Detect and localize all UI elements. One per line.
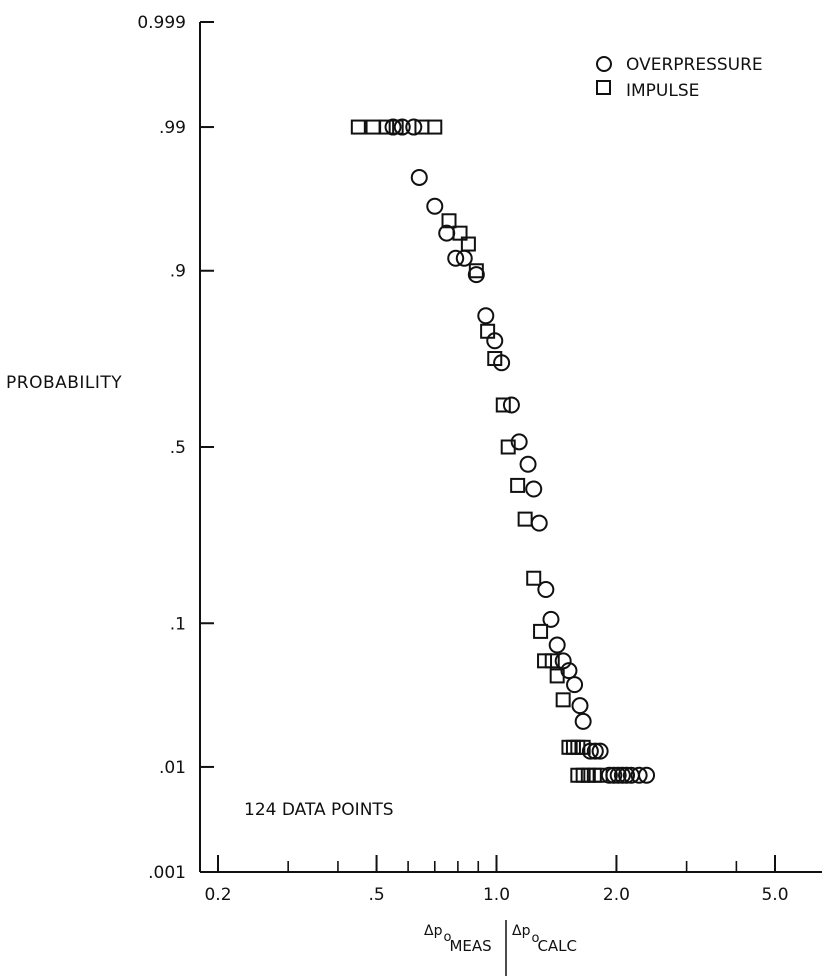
overpressure-point — [525, 480, 543, 498]
y-tick-label: .01 — [159, 758, 186, 778]
overpressure-point — [571, 697, 589, 715]
overpressure-point — [574, 712, 592, 730]
x-tick-label: 1.0 — [483, 885, 510, 905]
impulse-point — [441, 213, 457, 229]
x-label-numerator: ΔpoMEAS — [424, 923, 492, 955]
impulse-point — [510, 477, 526, 493]
series-impulse — [350, 119, 608, 783]
overpressure-point — [502, 396, 520, 414]
overpressure-point — [530, 514, 548, 532]
legend: OVERPRESSURE IMPULSE — [596, 55, 763, 101]
overpressure-point — [542, 610, 560, 628]
impulse-point — [480, 323, 496, 339]
x-label-denominator-subsub: CALC — [537, 937, 577, 955]
y-tick-label: .1 — [170, 614, 186, 634]
impulse-point — [517, 511, 533, 527]
x-tick-label: 2.0 — [603, 885, 630, 905]
impulse-point — [495, 397, 511, 413]
impulse-point — [379, 119, 395, 135]
x-label-numerator-sub: o — [443, 930, 451, 945]
overpressure-point — [519, 455, 537, 473]
y-tick-label: .9 — [170, 262, 186, 282]
impulse-point — [365, 119, 381, 135]
y-tick-label: .001 — [148, 863, 186, 883]
overpressure-point — [426, 197, 444, 215]
x-label-denominator-sub: o — [531, 931, 539, 946]
impulse-point — [468, 263, 484, 279]
x-label-numerator-prefix: Δp — [424, 923, 443, 939]
axes — [199, 22, 822, 873]
y-tick-label: .99 — [159, 118, 186, 138]
impulse-point — [575, 739, 591, 755]
impulse-point — [592, 767, 608, 783]
overpressure-point — [554, 652, 572, 670]
impulse-point — [388, 119, 404, 135]
x-label-numerator-subsub: MEAS — [449, 937, 491, 955]
data-count-annotation: 124 DATA POINTS — [244, 800, 394, 820]
overpressure-point — [613, 766, 631, 784]
impulse-point — [561, 739, 577, 755]
impulse-point — [526, 570, 542, 586]
overpressure-point — [560, 662, 578, 680]
impulse-point — [452, 225, 468, 241]
series-overpressure — [384, 118, 656, 784]
impulse-point — [487, 351, 503, 367]
overpressure-point — [586, 742, 604, 760]
overpressure-point — [548, 636, 566, 654]
legend-circle-marker — [596, 56, 612, 72]
x-tick-label: 0.2 — [204, 885, 231, 905]
impulse-point — [533, 623, 549, 639]
impulse-point — [555, 692, 571, 708]
impulse-point — [537, 653, 553, 669]
overpressure-point — [609, 766, 627, 784]
impulse-point — [460, 236, 476, 252]
overpressure-point — [410, 168, 428, 186]
x-tick-label: 5.0 — [761, 885, 788, 905]
overpressure-point — [638, 766, 656, 784]
impulse-point — [544, 653, 560, 669]
overpressure-point — [477, 307, 495, 325]
y-tick-label: .5 — [170, 438, 186, 458]
overpressure-point — [447, 249, 465, 267]
legend-square-marker — [596, 80, 611, 95]
series-layer — [350, 118, 656, 784]
impulse-point — [565, 739, 581, 755]
overpressure-point — [618, 766, 636, 784]
y-ticks: 0.999 .99 .9 .5 .1 .01 .001 — [137, 13, 214, 883]
legend-label-overpressure: OVERPRESSURE — [626, 55, 763, 75]
overpressure-point — [566, 676, 584, 694]
overpressure-point — [591, 742, 609, 760]
x-ticks: 0.2 .5 1.0 2.0 5.0 — [204, 855, 789, 905]
overpressure-point — [405, 118, 423, 136]
impulse-point — [350, 119, 366, 135]
legend-label-impulse: IMPULSE — [626, 81, 699, 101]
x-tick-label: .5 — [368, 885, 384, 905]
overpressure-point — [467, 266, 485, 284]
x-label-denominator: ΔpoCALC — [512, 923, 577, 955]
overpressure-point — [630, 766, 648, 784]
overpressure-point — [537, 581, 555, 599]
overpressure-point — [510, 433, 528, 451]
x-axis-label: ΔpoMEAS ΔpoCALC — [424, 920, 577, 976]
overpressure-point — [600, 766, 618, 784]
y-tick-label: 0.999 — [137, 13, 186, 33]
x-label-denominator-prefix: Δp — [512, 923, 531, 939]
impulse-point — [549, 668, 565, 684]
y-axis-label: PROBABILITY — [6, 373, 122, 393]
impulse-point — [427, 119, 443, 135]
impulse-point — [500, 439, 516, 455]
